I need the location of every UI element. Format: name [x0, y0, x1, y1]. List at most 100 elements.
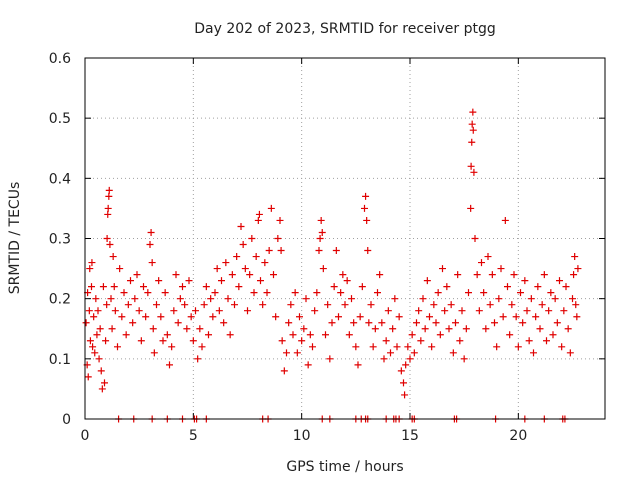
data-point [543, 337, 550, 345]
data-point [469, 126, 477, 134]
data-point [202, 283, 210, 291]
data-point [510, 271, 518, 279]
data-point [395, 313, 403, 321]
data-point [449, 349, 457, 357]
data-point [97, 367, 105, 375]
data-point [521, 277, 529, 285]
data-point [91, 349, 99, 357]
data-point [192, 307, 199, 315]
data-point [211, 289, 219, 297]
data-point [468, 138, 476, 146]
data-point [527, 295, 535, 303]
data-point [504, 283, 511, 291]
data-point [300, 325, 308, 333]
data-point [410, 349, 418, 357]
data-point [478, 259, 485, 267]
y-tick-label: 0.6 [49, 51, 71, 67]
data-point [107, 295, 115, 303]
data-point [335, 313, 342, 321]
y-tick-label: 0.4 [49, 171, 71, 187]
data-point [163, 331, 171, 339]
data-point [517, 289, 524, 297]
data-point [161, 289, 169, 297]
data-point [315, 247, 323, 255]
data-point [220, 319, 228, 327]
data-point [536, 325, 544, 333]
data-point [147, 228, 155, 236]
data-point [122, 331, 130, 339]
data-point [480, 289, 488, 297]
data-point [179, 283, 186, 291]
data-point [231, 301, 238, 309]
data-point [495, 295, 503, 303]
data-point [88, 259, 96, 267]
data-point [362, 192, 370, 200]
data-point [104, 204, 112, 212]
data-point [285, 319, 293, 327]
data-point [384, 307, 392, 315]
data-point [304, 361, 312, 369]
data-point [226, 331, 234, 339]
data-point [270, 271, 277, 279]
data-point [148, 259, 156, 267]
data-point [200, 301, 208, 309]
data-point [233, 253, 241, 261]
data-point [493, 343, 501, 351]
data-point [86, 265, 94, 273]
data-point [343, 277, 351, 285]
data-point [82, 319, 90, 327]
data-point [237, 222, 245, 230]
data-point [356, 313, 364, 321]
data-point [423, 277, 431, 285]
data-point [129, 319, 137, 327]
data-point [255, 210, 263, 218]
data-point [467, 162, 475, 170]
data-point [98, 385, 106, 393]
data-point [289, 331, 297, 339]
data-point [525, 337, 533, 345]
data-point [530, 349, 537, 357]
data-point [391, 295, 399, 303]
data-point [140, 283, 147, 291]
data-point [547, 289, 555, 297]
data-point [324, 301, 332, 309]
y-tick-label: 0.1 [49, 352, 71, 368]
data-point [174, 319, 182, 327]
data-point [170, 307, 178, 315]
y-tick-label: 0 [62, 412, 71, 428]
data-point [92, 295, 100, 303]
data-point [149, 325, 157, 333]
data-point [265, 247, 273, 255]
data-point [482, 325, 490, 333]
data-point [120, 289, 128, 297]
data-point [454, 271, 462, 279]
y-tick-label: 0.2 [49, 292, 71, 308]
data-point [532, 313, 540, 321]
data-point [328, 319, 336, 327]
data-point [556, 277, 563, 285]
data-point [313, 289, 321, 297]
data-point [387, 349, 394, 357]
data-point [102, 337, 110, 345]
data-point [400, 379, 407, 387]
data-point [341, 301, 349, 309]
data-point [361, 204, 368, 212]
data-point [104, 210, 112, 218]
data-point [322, 331, 329, 339]
data-point [183, 325, 191, 333]
data-point [573, 313, 581, 321]
data-point [441, 307, 449, 315]
data-point [475, 307, 483, 315]
data-point [239, 241, 247, 249]
data-point [252, 253, 260, 261]
data-point [309, 343, 316, 351]
data-point [205, 331, 212, 339]
data-point [406, 355, 414, 363]
data-point [447, 301, 455, 309]
data-point [196, 325, 204, 333]
data-point [562, 283, 570, 291]
data-point [272, 313, 280, 321]
data-point [363, 216, 371, 224]
x-tick-label: 10 [293, 428, 311, 444]
data-point [460, 355, 468, 363]
